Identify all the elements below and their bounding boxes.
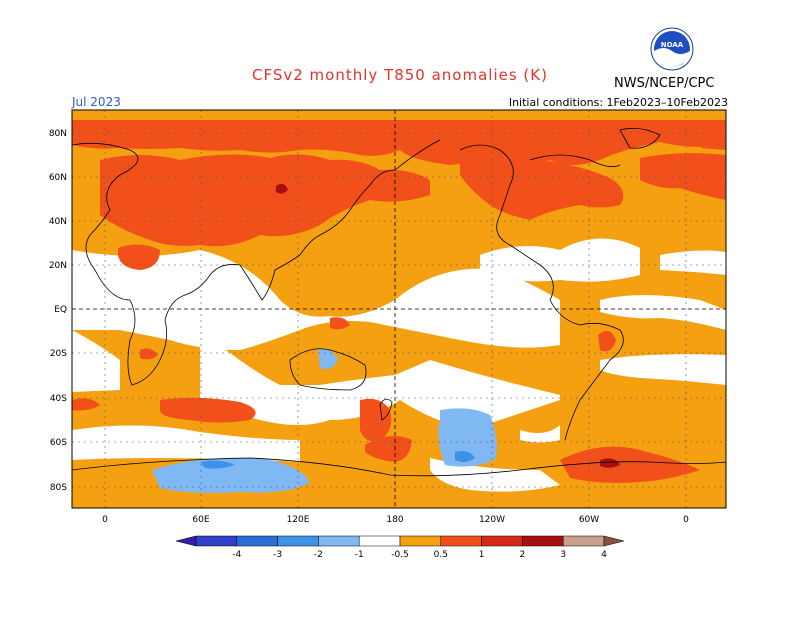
colorbar-bin [399, 535, 442, 547]
colorbar-bin [481, 535, 523, 547]
colorbar-bin [236, 535, 278, 547]
moderate-cool-regions [200, 450, 475, 469]
initial-conditions: Initial conditions: 1Feb2023–10Feb2023 [508, 96, 728, 109]
colorbar-low-arrow [175, 535, 197, 547]
colorbar-bin [195, 535, 238, 547]
lat-tick: 80S [50, 483, 67, 493]
lon-tick: 120E [287, 515, 310, 525]
colorbar-label: 0.5 [434, 550, 448, 560]
colorbar-high-arrow [603, 535, 625, 547]
noaa-logo: NOAA [650, 27, 694, 71]
lon-tick: 180 [386, 515, 403, 525]
colorbar-bin [522, 535, 564, 547]
colorbar-label: -2 [314, 550, 323, 560]
anomaly-fields [72, 110, 726, 508]
map-title: CFSv2 monthly T850 anomalies (K) [252, 66, 548, 84]
colorbar-label: -0.5 [391, 550, 409, 560]
very-strong-warm-regions [276, 183, 620, 468]
colorbar-label: 1 [479, 550, 485, 560]
lon-tick: 60W [579, 515, 599, 525]
lat-tick: 80N [49, 129, 67, 139]
colorbar-label: 2 [520, 550, 526, 560]
coastlines [72, 127, 726, 477]
lat-tick: EQ [54, 305, 67, 315]
lat-tick: 60N [49, 173, 67, 183]
colorbar-bin [440, 535, 482, 547]
strong-warm-regions [72, 120, 726, 483]
lon-tick: 60E [192, 515, 209, 525]
colorbar-bin [562, 535, 605, 547]
colorbar-label: 3 [560, 550, 566, 560]
colorbar-bin [358, 535, 401, 547]
neutral-regions [72, 238, 726, 492]
forecast-month: Jul 2023 [72, 95, 121, 109]
colorbar-label: 4 [601, 550, 607, 560]
lon-tick: 0 [683, 515, 689, 525]
colorbar-label: -3 [273, 550, 282, 560]
organization-label: NWS/NCEP/CPC [614, 76, 715, 91]
lon-tick: 0 [102, 515, 108, 525]
lat-tick: 60S [50, 438, 67, 448]
colorbar-label: -1 [355, 550, 364, 560]
map-frame [71, 109, 727, 509]
lat-tick: 20N [49, 261, 67, 271]
lon-tick: 120W [479, 515, 505, 525]
logo-text: NOAA [661, 41, 684, 49]
lon-axis: 0 60E 120E 180 120W 60W 0 [102, 515, 689, 525]
cool-regions [152, 348, 497, 493]
lat-axis: 80N 60N 40N 20N EQ 20S 40S 60S 80S [49, 129, 67, 493]
seagull-icon [654, 48, 690, 67]
colorbar-bin [277, 535, 319, 547]
colorbar-label: -4 [232, 550, 241, 560]
colorbar-bin [318, 535, 360, 547]
lat-tick: 40N [49, 217, 67, 227]
equator-dateline [72, 110, 726, 508]
colorbar: -4 -3 -2 -1 -0.5 0.5 1 2 3 4 [175, 535, 625, 560]
lat-tick: 20S [50, 349, 67, 359]
lat-tick: 40S [50, 394, 67, 404]
